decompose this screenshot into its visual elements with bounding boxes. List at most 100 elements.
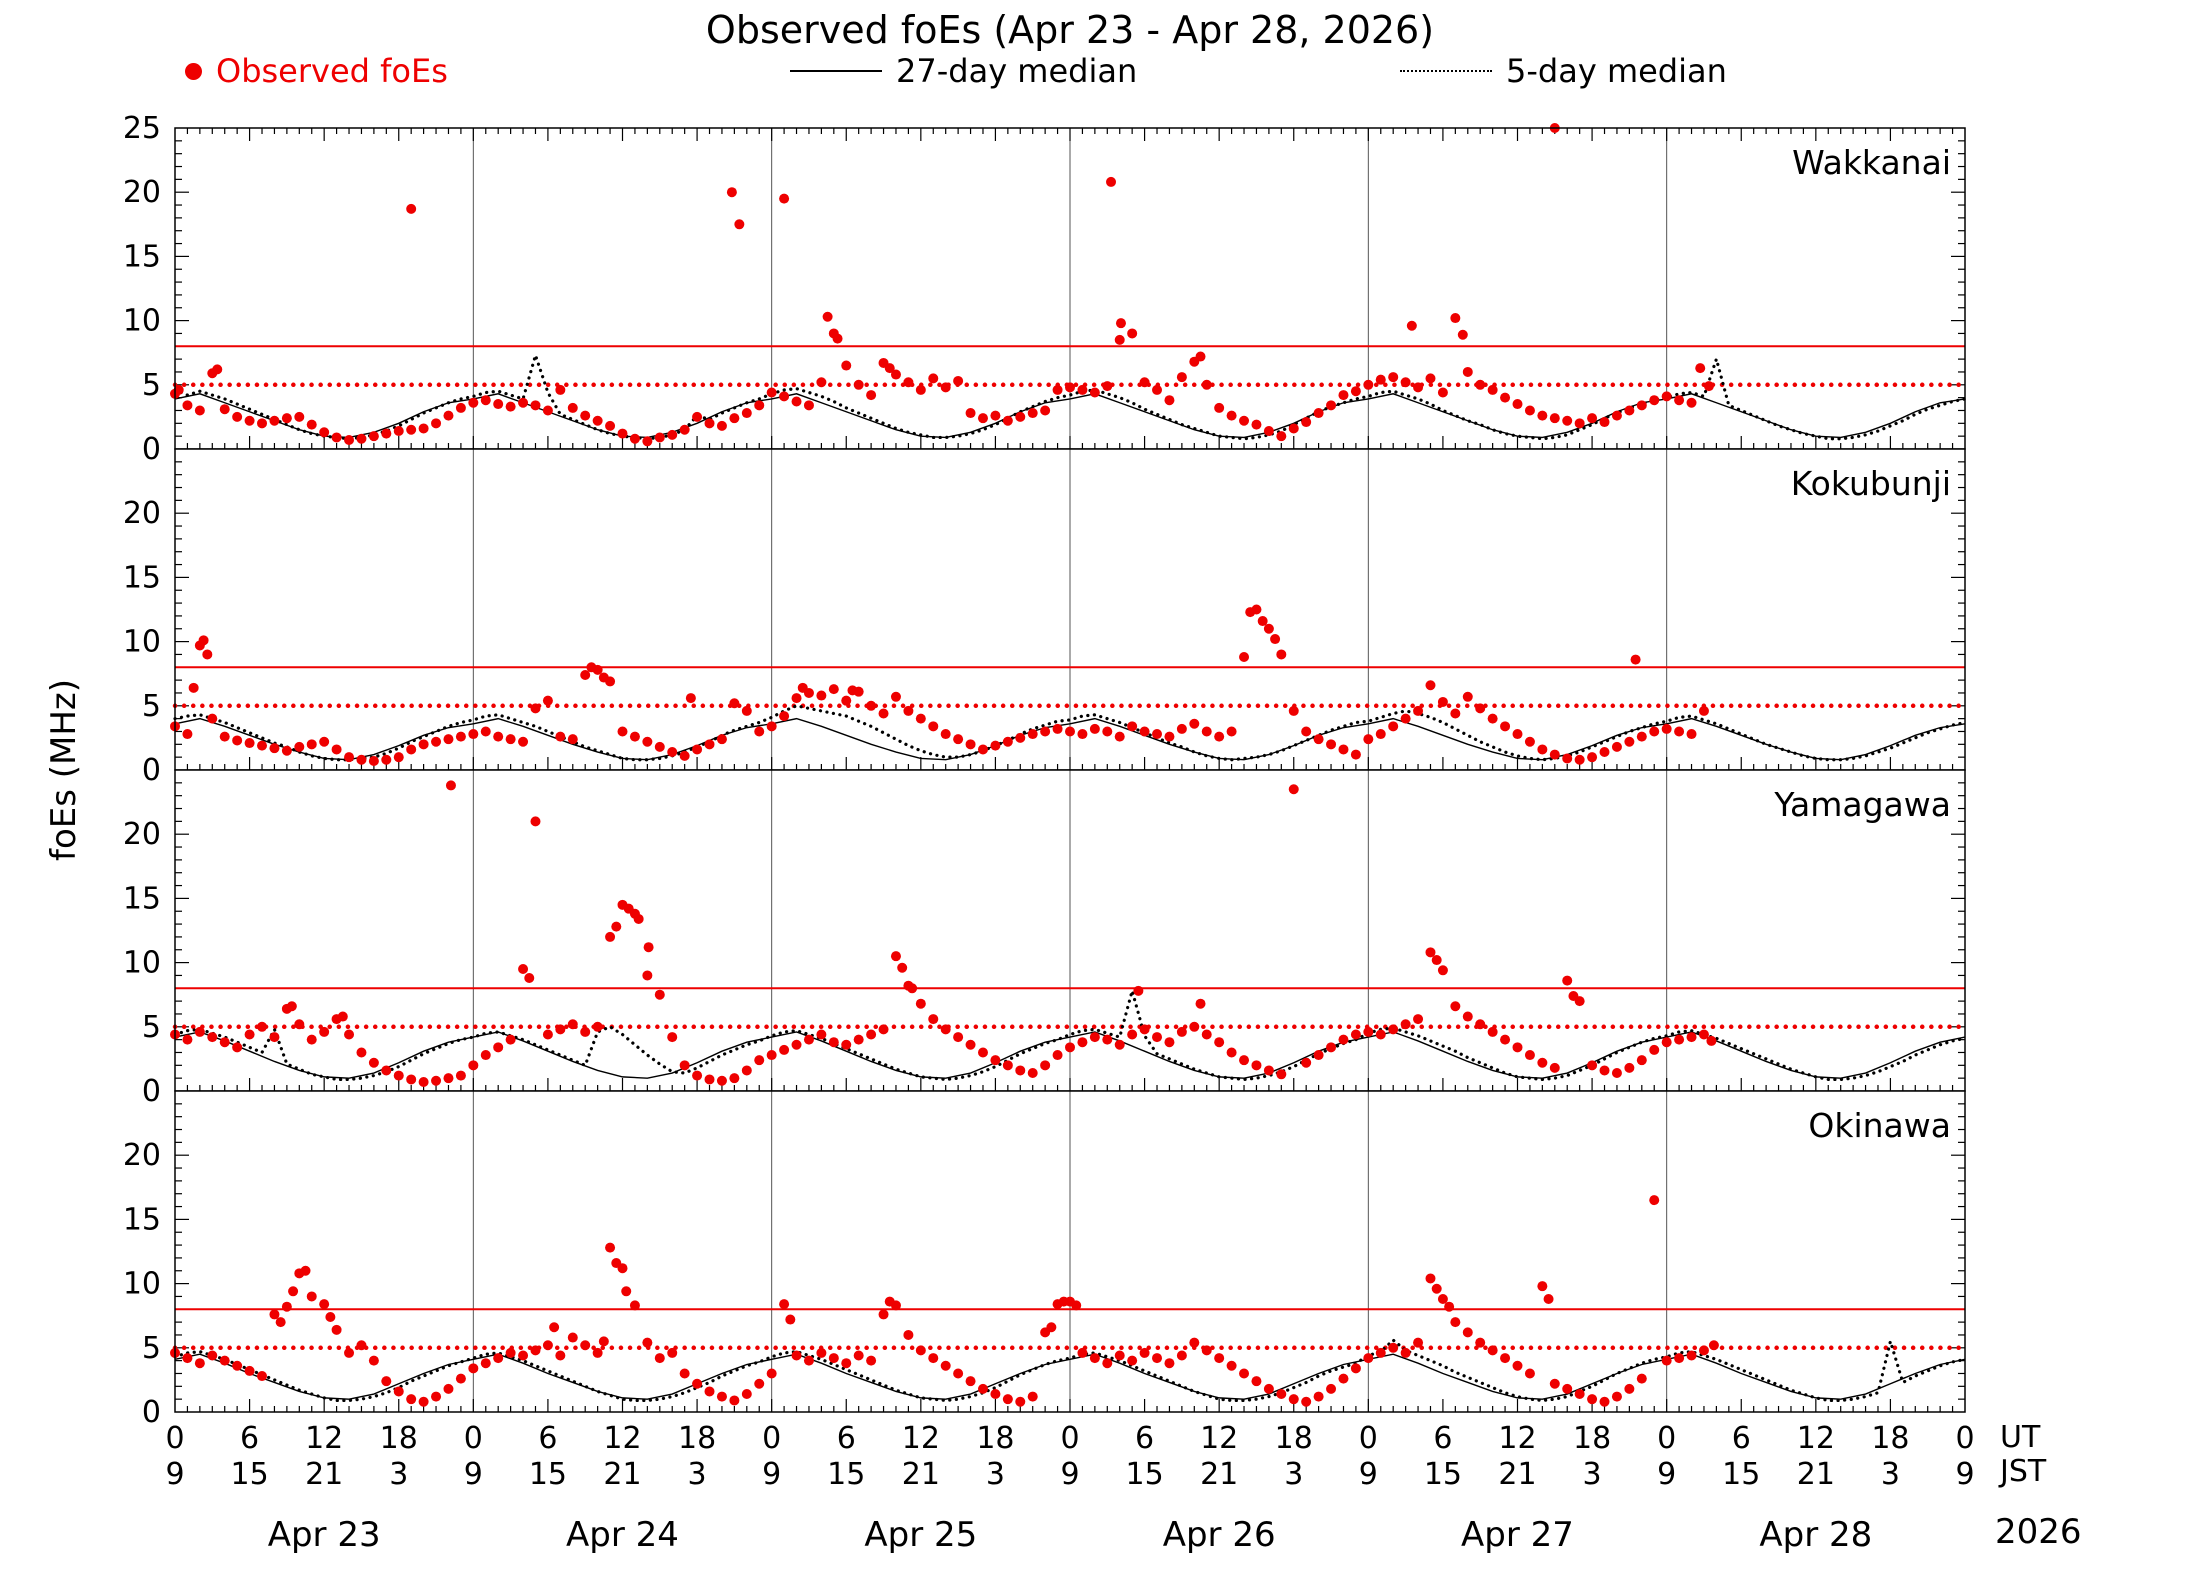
ut-tick-label: 18	[1871, 1421, 1909, 1456]
ut-tick-label: 0	[1060, 1421, 1079, 1456]
ut-tick-label: 18	[380, 1421, 418, 1456]
ut-unit-label: UT	[2000, 1420, 2041, 1455]
y-tick-label: 10	[123, 304, 161, 339]
ut-tick-label: 18	[678, 1421, 716, 1456]
jst-tick-label: 3	[986, 1457, 1005, 1492]
y-tick-label: 0	[142, 1395, 161, 1430]
y-tick-label: 5	[142, 689, 161, 724]
date-label: Apr 26	[1163, 1515, 1276, 1555]
ut-tick-label: 12	[1498, 1421, 1536, 1456]
ut-tick-label: 6	[1433, 1421, 1452, 1456]
station-label: Wakkanai	[1792, 143, 1951, 182]
legend-5day-median: 5-day median	[1400, 52, 1727, 90]
date-label: Apr 23	[268, 1515, 381, 1555]
station-label: Okinawa	[1808, 1106, 1951, 1145]
ut-tick-label: 18	[976, 1421, 1014, 1456]
observed-dots	[170, 1195, 1719, 1407]
x-axis-labels: 0961512211830961512211830961512211830961…	[165, 1421, 1974, 1555]
jst-tick-label: 3	[1284, 1457, 1303, 1492]
jst-tick-label: 9	[464, 1457, 483, 1492]
y-tick-label: 5	[142, 1010, 161, 1045]
jst-tick-label: 15	[827, 1457, 865, 1492]
ut-tick-label: 12	[1200, 1421, 1238, 1456]
legend-27day-label: 27-day median	[896, 52, 1138, 90]
y-tick-label: 15	[123, 239, 161, 274]
ut-tick-label: 6	[837, 1421, 856, 1456]
ut-tick-label: 0	[1955, 1421, 1974, 1456]
jst-tick-label: 15	[1424, 1457, 1462, 1492]
jst-tick-label: 3	[688, 1457, 707, 1492]
jst-tick-label: 9	[1359, 1457, 1378, 1492]
dashed-line-marker-icon	[1400, 70, 1492, 72]
jst-tick-label: 9	[762, 1457, 781, 1492]
jst-tick-label: 21	[603, 1457, 641, 1492]
y-tick-label: 15	[123, 881, 161, 916]
ut-tick-label: 6	[1135, 1421, 1154, 1456]
ut-tick-label: 18	[1275, 1421, 1313, 1456]
jst-unit-label: JST	[2000, 1454, 2047, 1489]
jst-tick-label: 15	[529, 1457, 567, 1492]
jst-tick-label: 21	[902, 1457, 940, 1492]
y-tick-label: 20	[123, 496, 161, 531]
y-tick-label: 0	[142, 1074, 161, 1109]
jst-tick-label: 3	[389, 1457, 408, 1492]
station-label: Kokubunji	[1791, 464, 1951, 503]
panel-okinawa: 0 5 10 15 20 Okinawa	[123, 1090, 1968, 1430]
jst-tick-label: 9	[1955, 1457, 1974, 1492]
y-tick-label: 15	[123, 560, 161, 595]
jst-tick-label: 15	[230, 1457, 268, 1492]
jst-tick-label: 9	[1657, 1457, 1676, 1492]
date-label: Apr 24	[566, 1515, 679, 1555]
median5-line	[173, 704, 1967, 762]
median5-line	[173, 349, 1967, 441]
date-label: Apr 27	[1461, 1515, 1574, 1555]
ut-tick-label: 12	[902, 1421, 940, 1456]
y-tick-label: 20	[123, 817, 161, 852]
legend-observed: Observed foEs	[185, 52, 448, 90]
y-tick-label: 0	[142, 753, 161, 788]
observed-dots	[170, 123, 1714, 447]
legend-5day-label: 5-day median	[1506, 52, 1727, 90]
median5-line	[173, 1335, 1967, 1403]
y-tick-label: 10	[123, 1267, 161, 1302]
ut-tick-label: 0	[1359, 1421, 1378, 1456]
jst-tick-label: 21	[1200, 1457, 1238, 1492]
ut-tick-label: 6	[240, 1421, 259, 1456]
ut-tick-label: 12	[305, 1421, 343, 1456]
jst-tick-label: 9	[165, 1457, 184, 1492]
jst-tick-label: 3	[1881, 1457, 1900, 1492]
ut-tick-label: 0	[1657, 1421, 1676, 1456]
median27-line	[174, 717, 1966, 761]
panel-kokubunji: 0 5 10 15 20 Kokubunji	[123, 448, 1968, 788]
panel-wakkanai: 0 5 10 15 20 25 Wakkanai	[123, 111, 1968, 467]
solid-line-marker-icon	[790, 70, 882, 72]
y-tick-label: 0	[142, 432, 161, 467]
jst-tick-label: 15	[1125, 1457, 1163, 1492]
y-tick-label: 20	[123, 1138, 161, 1173]
y-tick-label: 15	[123, 1202, 161, 1237]
chart-title: Observed foEs (Apr 23 - Apr 28, 2026)	[705, 8, 1435, 52]
jst-tick-label: 3	[1583, 1457, 1602, 1492]
ut-tick-label: 6	[538, 1421, 557, 1456]
jst-tick-label: 21	[305, 1457, 343, 1492]
y-tick-label: 5	[142, 368, 161, 403]
ut-tick-label: 6	[1732, 1421, 1751, 1456]
red-dot-marker-icon	[185, 62, 202, 80]
date-label: Apr 25	[864, 1515, 977, 1555]
legend-27day-median: 27-day median	[790, 52, 1137, 90]
y-tick-label: 10	[123, 625, 161, 660]
ut-tick-label: 12	[1797, 1421, 1835, 1456]
observed-dots	[170, 604, 1709, 767]
ut-tick-label: 18	[1573, 1421, 1611, 1456]
date-label: Apr 28	[1759, 1515, 1872, 1555]
ut-tick-label: 0	[165, 1421, 184, 1456]
jst-tick-label: 9	[1060, 1457, 1079, 1492]
panel-yamagawa: 0 5 10 15 20 Yamagawa	[123, 769, 1968, 1109]
year-label: 2026	[1995, 1512, 2082, 1552]
y-tick-label: 5	[142, 1331, 161, 1366]
ut-tick-label: 12	[603, 1421, 641, 1456]
ut-tick-label: 0	[464, 1421, 483, 1456]
y-tick-label: 20	[123, 175, 161, 210]
